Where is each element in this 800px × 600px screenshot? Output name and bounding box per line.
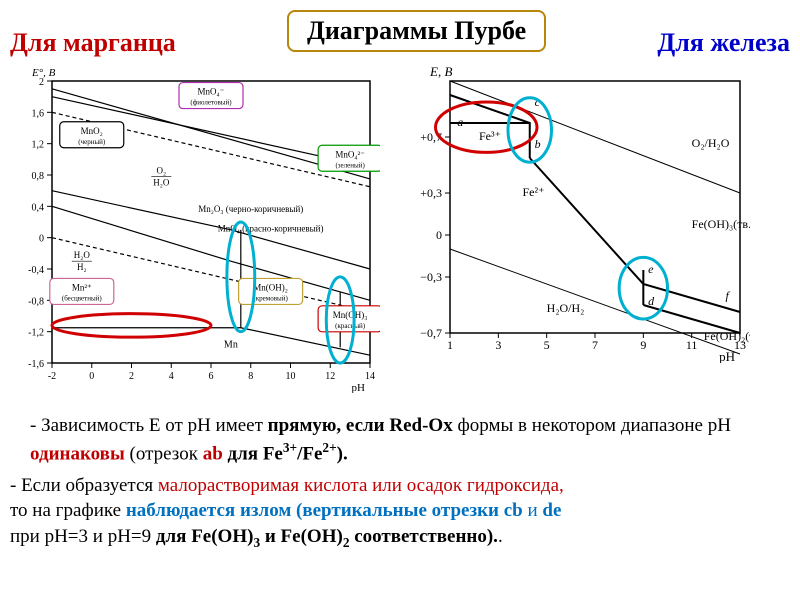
svg-text:Fe²⁺: Fe²⁺ [523,185,545,199]
svg-text:H₂O/H₂: H₂O/H₂ [547,301,585,315]
para-1: - Зависимость E от pH имеет прямую, если… [10,413,790,467]
svg-text:Mn₂O₃ (черно-коричневый): Mn₂O₃ (черно-коричневый) [198,204,303,214]
svg-text:H₂: H₂ [77,262,87,272]
svg-text:Mn: Mn [224,339,238,350]
svg-text:(черный): (черный) [78,138,106,146]
svg-text:2: 2 [129,371,134,382]
svg-text:7: 7 [592,338,598,352]
svg-text:0,4: 0,4 [32,202,45,213]
svg-text:3: 3 [495,338,501,352]
diagrams-row: -202468101214-1,6-1,2-0,8-0,400,40,81,21… [10,63,790,398]
svg-text:Mn²⁺: Mn²⁺ [72,282,92,292]
svg-text:-1,2: -1,2 [28,328,44,339]
svg-text:6: 6 [209,371,214,382]
svg-text:11: 11 [686,338,698,352]
svg-text:−0,7: −0,7 [420,326,442,340]
title-fe: Для железа [657,28,790,58]
fe-diagram: 135791113−0,7−0,30+0,3+0,7pHE, BabcdefFe… [400,63,750,398]
svg-text:(бесцветный): (бесцветный) [62,294,103,302]
svg-text:5: 5 [544,338,550,352]
svg-text:a: a [457,115,463,129]
svg-text:0,8: 0,8 [32,171,45,182]
svg-text:f: f [726,288,731,302]
svg-text:−0,3: −0,3 [420,270,442,284]
svg-text:MnO₂: MnO₂ [81,126,103,136]
svg-text:E, B: E, B [429,64,452,79]
svg-text:E°, B: E°, B [31,67,56,79]
svg-text:+0,3: +0,3 [420,186,442,200]
svg-text:O₂: O₂ [156,166,166,176]
svg-text:Fe(OH)₂(тв.): Fe(OH)₂(тв.) [704,329,750,343]
svg-text:14: 14 [365,371,375,382]
svg-text:b: b [535,137,541,151]
svg-text:0: 0 [89,371,94,382]
title-main: Диаграммы Пурбе [287,10,546,52]
svg-text:10: 10 [286,371,296,382]
svg-text:0: 0 [39,234,44,245]
svg-text:(красный): (красный) [335,322,366,330]
svg-text:-0,8: -0,8 [28,296,44,307]
svg-text:H₂O: H₂O [74,250,91,260]
svg-text:(фиолетовый): (фиолетовый) [190,99,232,107]
svg-text:Mn(OH)₂: Mn(OH)₂ [253,282,288,292]
svg-text:1: 1 [447,338,453,352]
svg-text:1,6: 1,6 [32,108,45,119]
svg-text:Mn(OH)₃: Mn(OH)₃ [333,310,368,320]
svg-text:0: 0 [436,228,442,242]
svg-text:e: e [648,262,654,276]
svg-text:9: 9 [640,338,646,352]
svg-text:Fe(OH)₃(тв.): Fe(OH)₃(тв.) [692,217,750,231]
mn-diagram: -2 0 2 4 6 8 10 12 14 -1,6 -1,2 -0,8 -0,4 0 0,4 0,8 1,2 1… [10,63,380,398]
svg-text:(кремовый): (кремовый) [253,294,288,302]
svg-text:(зеленый): (зеленый) [335,161,365,169]
title-mn: Для марганца [10,28,176,58]
svg-text:-2: -2 [48,371,56,382]
svg-text:12: 12 [325,371,335,382]
svg-text:pH: pH [352,382,366,393]
svg-text:H₂O: H₂O [153,178,170,188]
svg-text:MnO₄²⁻: MnO₄²⁻ [335,149,365,159]
svg-text:-0,4: -0,4 [28,265,44,276]
svg-text:Fe³⁺: Fe³⁺ [479,129,501,143]
svg-text:O₂/H₂O: O₂/H₂O [692,136,730,150]
svg-text:1,2: 1,2 [32,140,45,151]
svg-text:d: d [648,294,655,308]
header: Для марганца Диаграммы Пурбе Для железа [10,10,790,58]
svg-text:4: 4 [169,371,174,382]
svg-text:MnO₄⁻: MnO₄⁻ [198,87,225,97]
svg-text:8: 8 [248,371,253,382]
para-2: - Если образуется малорастворимая кислот… [10,473,790,552]
explanation: - Зависимость E от pH имеет прямую, если… [10,413,790,552]
svg-text:-1,6: -1,6 [28,359,44,370]
